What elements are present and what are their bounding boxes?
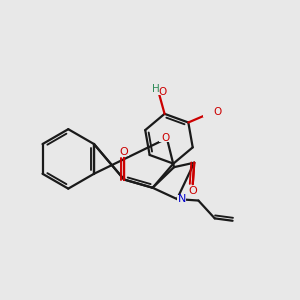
Bar — [203, 110, 227, 117]
Text: O: O — [120, 147, 128, 157]
Bar — [177, 195, 186, 203]
Bar — [188, 186, 197, 193]
Text: O: O — [188, 186, 197, 196]
Text: O: O — [213, 107, 222, 117]
Bar — [151, 87, 167, 95]
Bar — [119, 149, 129, 157]
Text: H: H — [152, 84, 160, 94]
Text: O: O — [161, 133, 169, 143]
Bar — [159, 135, 169, 142]
Text: N: N — [178, 194, 187, 204]
Text: O: O — [159, 87, 167, 97]
